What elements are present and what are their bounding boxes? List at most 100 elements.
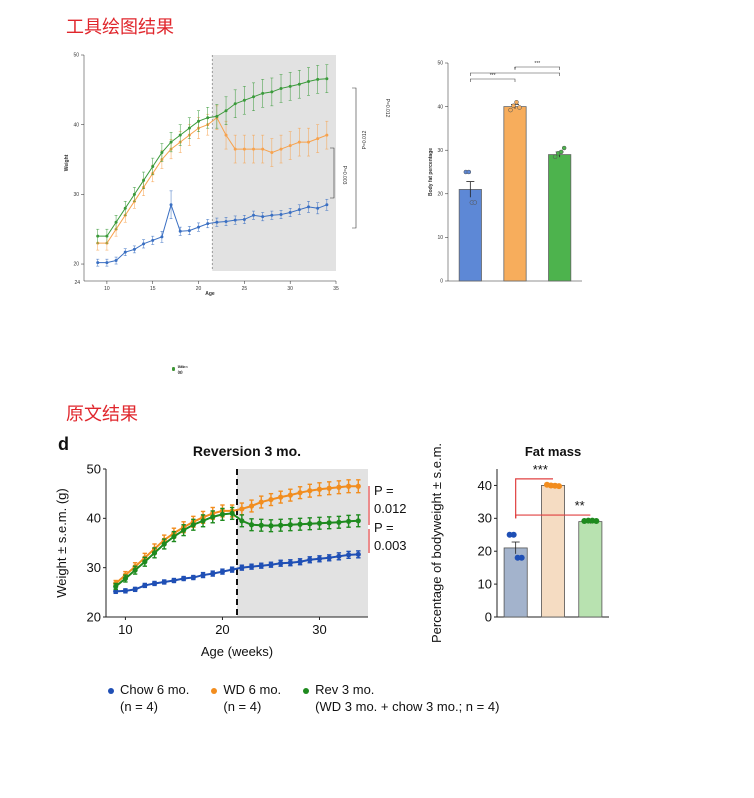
tool_line-y-tick-label: 30 bbox=[73, 192, 79, 198]
paper_line-data-point bbox=[278, 560, 284, 566]
bottom-legend-sub: (n = 4) bbox=[223, 699, 262, 714]
paper_line-data-point bbox=[142, 582, 148, 589]
tool-bar-sig-label: *** bbox=[490, 73, 496, 79]
tool_line-data-point bbox=[197, 119, 201, 123]
tool_line-data-point bbox=[288, 144, 292, 148]
tool_line-series-line bbox=[97, 116, 328, 244]
tool_line-data-point bbox=[261, 147, 265, 151]
tool_line-data-point bbox=[316, 137, 320, 141]
legend-dot-icon bbox=[211, 687, 218, 694]
paper_bar-title: Fat mass bbox=[525, 444, 581, 459]
legend-dot-icon bbox=[172, 367, 175, 371]
paper_line-data-point bbox=[297, 521, 303, 527]
tool-bar-sig-bracket bbox=[470, 78, 516, 82]
paper_line-data-point bbox=[336, 519, 342, 525]
tool_line-data-point bbox=[270, 213, 274, 217]
tool_line-data-point bbox=[105, 261, 109, 265]
paper_line-data-point bbox=[336, 553, 342, 559]
tool_line-data-point bbox=[252, 147, 256, 151]
paper_line-data-point bbox=[248, 522, 255, 528]
paper_line-data-point bbox=[239, 565, 245, 571]
bottom-legend-sub: (WD 3 mo. + chow 3 mo.; n = 4) bbox=[315, 699, 500, 714]
paper_bar-bar-point bbox=[593, 517, 600, 524]
tool_line-data-point bbox=[316, 77, 320, 81]
tool_bar-bar-point bbox=[466, 169, 472, 175]
tool_line-data-point bbox=[325, 133, 329, 137]
tool_line-data-point bbox=[169, 203, 173, 207]
tool_line-y-axis-label: Weight bbox=[64, 154, 70, 171]
paper_bar-y-tick-label: 10 bbox=[478, 576, 492, 591]
paper_line-data-point bbox=[190, 574, 196, 581]
tool_line-data-point bbox=[224, 133, 228, 137]
tool_line-x-tick-label: 10 bbox=[104, 286, 110, 292]
tool_line-data-point bbox=[297, 140, 301, 144]
paper_line-data-point bbox=[258, 522, 264, 528]
tool_line-data-point bbox=[307, 140, 311, 144]
paper_bar-y-tick-label: 30 bbox=[478, 511, 492, 526]
tool_line-x-tick-label: 35 bbox=[333, 286, 339, 292]
tool_line-data-point bbox=[242, 147, 246, 151]
tool_bar-y-tick-label: 30 bbox=[437, 148, 443, 154]
tool-bar-sig-bracket bbox=[514, 66, 560, 70]
paper_line-data-point bbox=[297, 559, 303, 565]
paper_line-data-point bbox=[326, 555, 332, 561]
legend-dot-icon bbox=[108, 687, 114, 694]
paper-line-p-label: P = bbox=[374, 483, 394, 498]
tool_line-data-point bbox=[215, 114, 219, 118]
tool_line-data-point bbox=[233, 102, 237, 106]
paper_line-data-point bbox=[229, 567, 235, 573]
paper_line-data-point bbox=[345, 552, 352, 558]
tool_line-data-point bbox=[123, 250, 127, 254]
tool_line-data-point bbox=[270, 90, 274, 94]
paper_line-x-axis-label: Age (weeks) bbox=[201, 644, 273, 659]
tool_line-data-point bbox=[233, 147, 237, 151]
tool_line-data-point bbox=[206, 222, 210, 226]
paper_line-data-point bbox=[210, 514, 216, 520]
paper_line-data-point bbox=[326, 485, 332, 491]
paper_line-data-point bbox=[200, 572, 206, 578]
tool_line-data-point bbox=[242, 98, 246, 102]
paper_line-data-point bbox=[248, 564, 255, 570]
paper-bar-sig-label: ** bbox=[575, 498, 585, 513]
top-legend-label: Chow (g) bbox=[177, 364, 189, 374]
tool-bar-sig-bracket bbox=[470, 72, 560, 76]
tool-line-p-bracket bbox=[330, 147, 335, 199]
tool_line-data-point bbox=[151, 238, 155, 242]
paper_line-data-point bbox=[248, 503, 255, 509]
paper_line-data-point bbox=[239, 518, 245, 524]
paper_line-y-axis-label: Weight ± s.e.m. (g) bbox=[54, 488, 69, 597]
paper_line-data-point bbox=[161, 541, 167, 547]
tool_line-series-line bbox=[97, 78, 327, 237]
tool_line-data-point bbox=[197, 225, 201, 229]
tool_line-data-point bbox=[123, 206, 127, 210]
tool_bar-bar-point bbox=[561, 145, 567, 151]
paper_bar-bar-rev bbox=[578, 521, 603, 618]
top-legend-label: Rev (g) bbox=[177, 364, 185, 374]
tool_bar-y-axis-label: Body fat percentage bbox=[428, 148, 434, 196]
tool_line-data-point bbox=[206, 116, 210, 120]
tool_line-data-point bbox=[142, 242, 146, 246]
paper_line-data-point bbox=[316, 556, 323, 562]
tool_line-data-point bbox=[178, 133, 182, 137]
paper_line-x-tick-label: 10 bbox=[118, 622, 132, 637]
paper_line-data-point bbox=[268, 496, 274, 503]
paper_line-data-point bbox=[190, 522, 196, 528]
paper_line-data-point bbox=[219, 511, 226, 517]
paper_line-data-point bbox=[229, 510, 235, 516]
paper_line-data-point bbox=[142, 559, 148, 565]
paper_line-y-tick-label: 30 bbox=[87, 560, 101, 575]
paper_line-data-point bbox=[113, 583, 119, 590]
paper_line-data-point bbox=[278, 522, 284, 528]
tool-line-p-bracket bbox=[352, 87, 357, 229]
tool_line-data-point bbox=[279, 147, 283, 151]
paper_line-data-point bbox=[171, 577, 177, 584]
tool-line-p-value-alt: P=0.012 bbox=[384, 99, 390, 118]
tool_line-data-point bbox=[187, 126, 191, 130]
tool_bar-bar-wd bbox=[503, 106, 527, 282]
tool_line-data-point bbox=[96, 261, 100, 265]
bottom-legend-item: WD 6 mo. (n = 4) bbox=[211, 681, 281, 715]
tool_line-data-point bbox=[270, 151, 274, 155]
tool_line-data-point bbox=[224, 220, 228, 224]
paper_line-data-point bbox=[345, 483, 352, 489]
